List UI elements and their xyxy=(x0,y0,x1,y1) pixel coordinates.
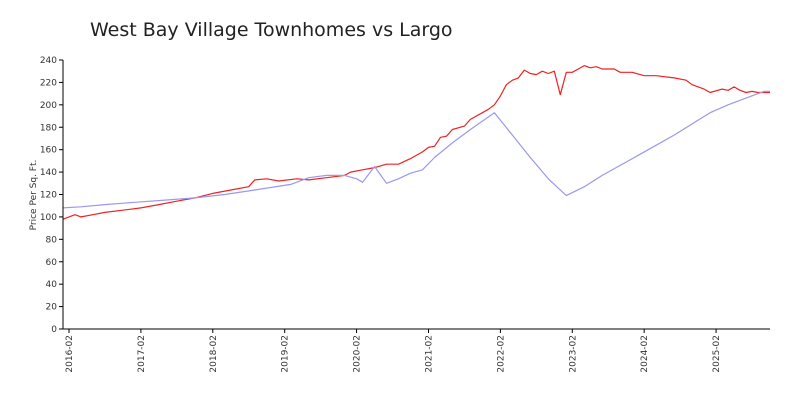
y-tick-label: 120 xyxy=(40,191,57,201)
x-tick-label: 2024-02 xyxy=(640,335,650,373)
y-tick-label: 80 xyxy=(46,235,58,245)
x-tick-label: 2025-02 xyxy=(712,335,722,373)
series-layer xyxy=(62,64,770,220)
y-tick-label: 20 xyxy=(46,303,58,313)
x-tick-label: 2019-02 xyxy=(281,335,291,373)
y-tick-label: 180 xyxy=(40,123,57,133)
x-tick-label: 2016-02 xyxy=(65,335,75,373)
y-tick-label: 200 xyxy=(40,101,57,111)
y-tick-label: 40 xyxy=(46,280,58,290)
y-tick-label: 60 xyxy=(46,258,58,268)
series-line-2 xyxy=(62,90,770,209)
chart-title: West Bay Village Townhomes vs Largo xyxy=(90,19,453,41)
y-tick-label: 160 xyxy=(40,146,57,156)
y-tick-label: 240 xyxy=(40,56,57,66)
x-tick-label: 2023-02 xyxy=(568,335,578,373)
series-line-1 xyxy=(62,64,770,220)
y-axis-ticks: 0 20 40 60 80 100 120 140 160 180 200 220 240 xyxy=(40,56,63,335)
x-tick-label: 2020-02 xyxy=(353,335,363,373)
x-tick-label: 2021-02 xyxy=(424,335,434,373)
y-tick-label: 100 xyxy=(40,213,57,223)
y-axis-label: Price Per Sq. Ft. xyxy=(29,160,39,231)
x-tick-label: 2022-02 xyxy=(496,335,506,373)
y-tick-label: 220 xyxy=(40,78,57,88)
x-axis-ticks: 2016-02 2017-02 2018-02 2019-02 2020-02 2021-… xyxy=(65,329,722,373)
y-tick-label: 140 xyxy=(40,168,57,178)
y-tick-label: 0 xyxy=(51,325,57,335)
x-tick-label: 2017-02 xyxy=(137,335,147,373)
x-tick-label: 2018-02 xyxy=(209,335,219,373)
